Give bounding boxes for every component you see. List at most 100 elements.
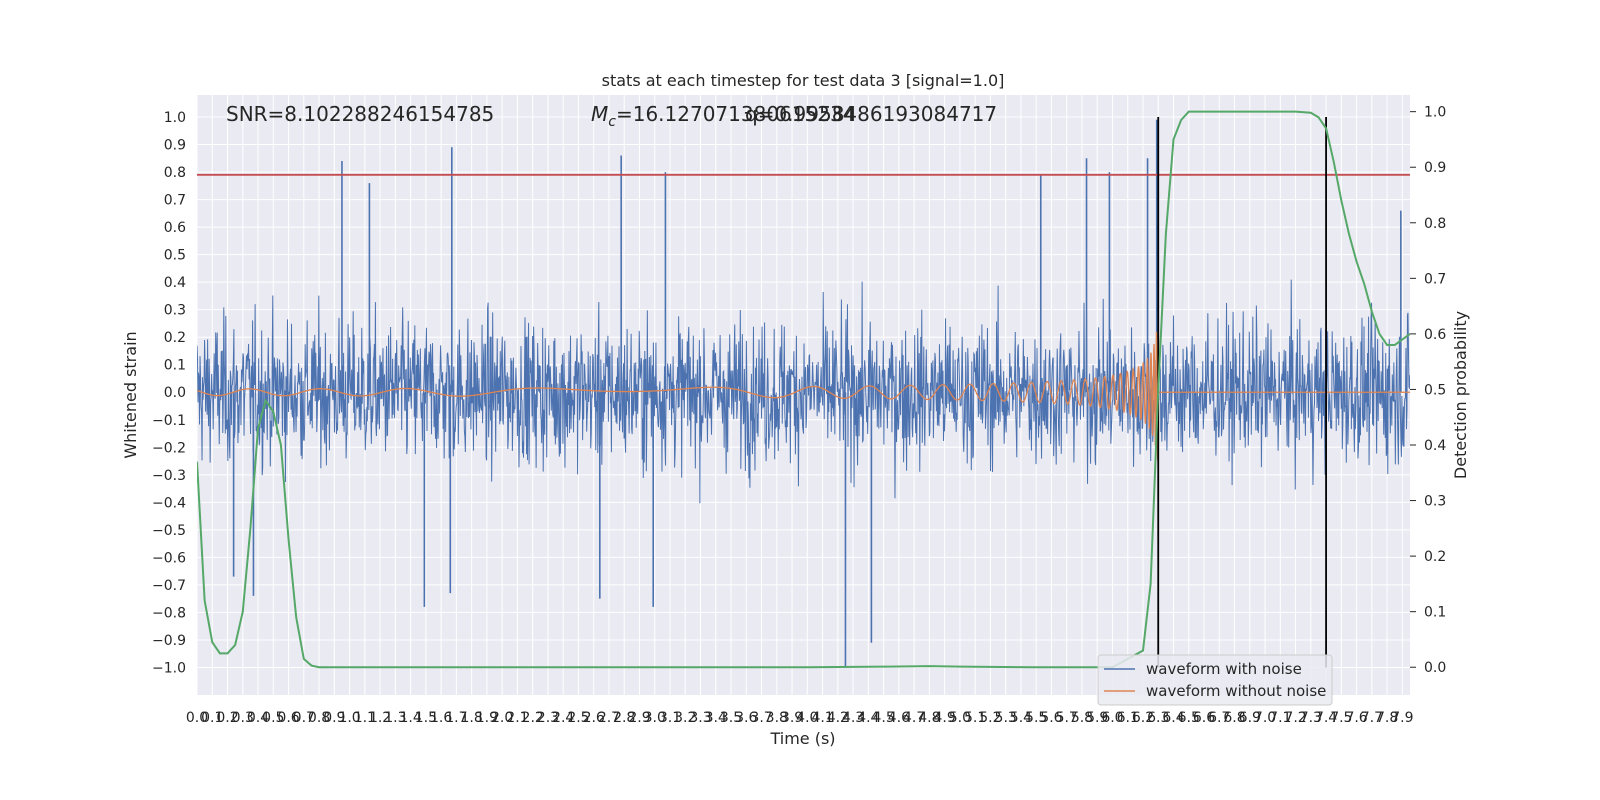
- x-tick-label: 6.1: [1117, 710, 1139, 726]
- x-tick-label: 3.7: [750, 710, 772, 726]
- y-tick-label: 0.7: [164, 193, 186, 209]
- x-tick-label: 1.4: [399, 710, 421, 726]
- legend-box: [1097, 654, 1333, 706]
- y-tick-label: 0.2: [164, 330, 186, 346]
- x-tick-label: 6.8: [1223, 710, 1245, 726]
- x-tick-label: 5.6: [1040, 710, 1062, 726]
- y-tick-label: 0.0: [164, 385, 186, 401]
- x-tick-label: 7.0: [1254, 710, 1276, 726]
- x-tick-label: 6.4: [1162, 710, 1184, 726]
- x-axis-label: Time (s): [769, 729, 835, 748]
- x-tick-label: 4.1: [811, 710, 833, 726]
- y-tick-label: −0.3: [152, 468, 186, 484]
- chirp-trace: [197, 331, 1410, 461]
- x-tick-label: 4.5: [872, 710, 894, 726]
- x-tick-label: 7.1: [1269, 710, 1291, 726]
- y-tick-label: −0.1: [152, 413, 186, 429]
- x-tick-label: 5.7: [1056, 710, 1078, 726]
- x-tick-label: 4.7: [903, 710, 925, 726]
- x-tick-label: 2.1: [506, 710, 528, 726]
- x-tick-label: 4.4: [857, 710, 879, 726]
- series-detection-probability: [197, 110, 1410, 669]
- x-tick-label: 0.9: [323, 710, 345, 726]
- x-tick-label: 7.2: [1284, 710, 1306, 726]
- x-tick-label: 1.5: [415, 710, 437, 726]
- series-waveform-without-noise: [197, 331, 1410, 461]
- y2-tick-label: 0.9: [1424, 160, 1446, 176]
- x-tick-label: 4.6: [888, 710, 910, 726]
- x-tick-label: 3.8: [766, 710, 788, 726]
- chirp-mass-symbol: M: [591, 102, 608, 126]
- x-tick-label: 3.4: [705, 710, 727, 726]
- x-tick-label: 5.8: [1071, 710, 1093, 726]
- x-tick-label: 5.0: [949, 710, 971, 726]
- mass-ratio-annotation: q=0.9958486193084717: [745, 102, 997, 126]
- x-tick-label: 4.8: [918, 710, 940, 726]
- x-tick-label: 5.3: [995, 710, 1017, 726]
- noise-trace: [197, 279, 1410, 504]
- y-tick-label: 0.1: [164, 358, 186, 374]
- y-tick-label: 0.5: [164, 248, 186, 264]
- x-tick-label: 1.8: [461, 710, 483, 726]
- x-tick-label: 1.7: [445, 710, 467, 726]
- y2-tick-label: 0.5: [1424, 382, 1446, 398]
- y2-axis-ticks: 1.0 0.9 0.8 0.7 0.6 0.5 0.4 0.3 0.2 0.1 0.0: [1410, 105, 1446, 676]
- chart-title: stats at each timestep for test data 3 […: [602, 71, 1005, 90]
- x-tick-label: 2.8: [613, 710, 635, 726]
- y2-tick-label: 0.0: [1424, 660, 1446, 676]
- y2-tick-label: 0.8: [1424, 216, 1446, 232]
- x-tick-label: 0.8: [308, 710, 330, 726]
- chirp-mass-subscript: c: [608, 114, 616, 130]
- y2-tick-label: 0.7: [1424, 271, 1446, 287]
- x-tick-label: 7.7: [1361, 710, 1383, 726]
- x-tick-label: 1.0: [338, 710, 360, 726]
- y-tick-label: −1.0: [152, 660, 186, 676]
- y2-tick-label: 0.4: [1424, 438, 1446, 454]
- x-tick-label: 0.1: [201, 710, 223, 726]
- x-tick-label: 7.3: [1300, 710, 1322, 726]
- x-tick-label: 1.6: [430, 710, 452, 726]
- y-axis-ticks: 1.0 0.9 0.8 0.7 0.6 0.5 0.4 0.3 0.2 0.1 0.0 −0.1 −0.…: [152, 110, 186, 676]
- x-tick-label: 6.6: [1193, 710, 1215, 726]
- x-tick-label: 2.0: [491, 710, 513, 726]
- snr-annotation: SNR=8.102288246154785: [226, 102, 494, 126]
- y-tick-label: −0.8: [152, 605, 186, 621]
- legend: waveform with noise waveform without noi…: [1097, 654, 1333, 706]
- x-tick-label: 4.2: [827, 710, 849, 726]
- x-tick-label: 2.5: [567, 710, 589, 726]
- x-tick-label: 2.4: [552, 710, 574, 726]
- y2-tick-label: 0.3: [1424, 494, 1446, 510]
- x-tick-label: 5.5: [1025, 710, 1047, 726]
- x-tick-label: 0.4: [247, 710, 269, 726]
- x-tick-label: 6.9: [1239, 710, 1261, 726]
- x-tick-label: 4.9: [934, 710, 956, 726]
- y-tick-label: −0.4: [152, 495, 186, 511]
- x-tick-label: 2.6: [583, 710, 605, 726]
- x-tick-label: 4.3: [842, 710, 864, 726]
- x-tick-label: 6.2: [1132, 710, 1154, 726]
- chirp-mass-annotation: Mc=16.127071380615234: [591, 102, 855, 130]
- x-tick-label: 3.5: [720, 710, 742, 726]
- x-tick-label: 2.3: [537, 710, 559, 726]
- x-tick-label: 3.9: [781, 710, 803, 726]
- y-tick-label: −0.9: [152, 633, 186, 649]
- y-tick-label: 0.3: [164, 303, 186, 319]
- x-tick-label: 1.3: [384, 710, 406, 726]
- x-tick-label: 2.2: [522, 710, 544, 726]
- y-tick-label: 0.8: [164, 165, 186, 181]
- y-tick-label: −0.2: [152, 440, 186, 456]
- x-tick-label: 0.5: [262, 710, 284, 726]
- x-tick-label: 7.6: [1345, 710, 1367, 726]
- legend-label-noise: waveform with noise: [1146, 660, 1302, 678]
- y-tick-label: 0.9: [164, 138, 186, 154]
- x-tick-label: 5.1: [964, 710, 986, 726]
- x-tick-label: 7.5: [1330, 710, 1352, 726]
- x-tick-label: 6.7: [1208, 710, 1230, 726]
- x-tick-label: 1.9: [476, 710, 498, 726]
- y-tick-label: −0.6: [152, 550, 186, 566]
- x-tick-label: 7.8: [1376, 710, 1398, 726]
- y-tick-label: 0.6: [164, 220, 186, 236]
- x-tick-label: 5.2: [979, 710, 1001, 726]
- y-axis-label: Whitened strain: [121, 331, 140, 458]
